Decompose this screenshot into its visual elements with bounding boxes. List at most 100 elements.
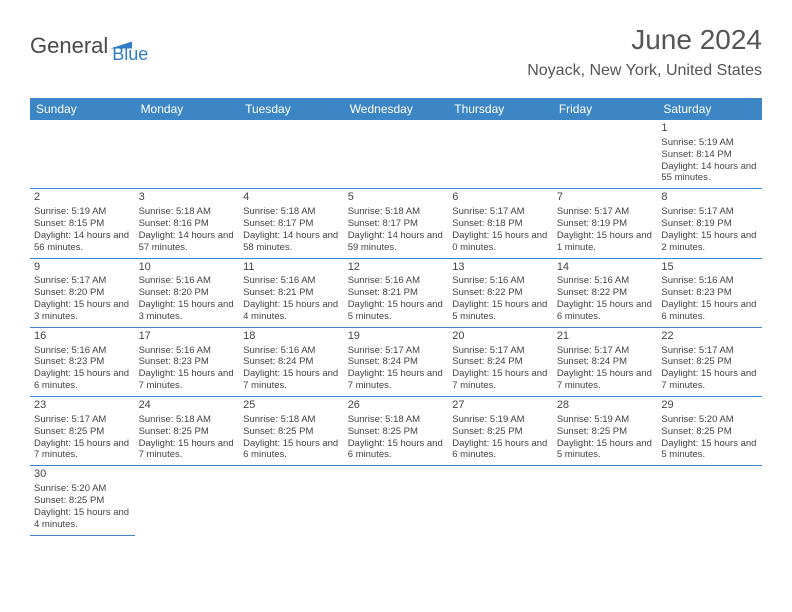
sunrise-text: Sunrise: 5:19 AM xyxy=(452,414,549,426)
daylight-text: Daylight: 15 hours and 5 minutes. xyxy=(452,299,549,323)
daylight-text: Daylight: 15 hours and 4 minutes. xyxy=(34,507,131,531)
sunset-text: Sunset: 8:24 PM xyxy=(557,356,654,368)
sunset-text: Sunset: 8:25 PM xyxy=(661,426,758,438)
sunrise-text: Sunrise: 5:17 AM xyxy=(348,345,445,357)
daylight-text: Daylight: 15 hours and 6 minutes. xyxy=(661,299,758,323)
calendar-cell-empty xyxy=(135,120,240,189)
sunset-text: Sunset: 8:25 PM xyxy=(452,426,549,438)
day-number: 15 xyxy=(661,261,758,275)
day-number: 22 xyxy=(661,330,758,344)
sunset-text: Sunset: 8:24 PM xyxy=(243,356,340,368)
day-number: 27 xyxy=(452,399,549,413)
calendar-cell: 15Sunrise: 5:16 AMSunset: 8:23 PMDayligh… xyxy=(657,258,762,327)
day-number: 16 xyxy=(34,330,131,344)
daylight-text: Daylight: 15 hours and 5 minutes. xyxy=(557,438,654,462)
calendar-table: Sunday Monday Tuesday Wednesday Thursday… xyxy=(30,98,762,536)
sunrise-text: Sunrise: 5:17 AM xyxy=(661,345,758,357)
day-number: 30 xyxy=(34,468,131,482)
sunrise-text: Sunrise: 5:17 AM xyxy=(661,206,758,218)
sunset-text: Sunset: 8:24 PM xyxy=(452,356,549,368)
sunset-text: Sunset: 8:25 PM xyxy=(661,356,758,368)
day-number: 20 xyxy=(452,330,549,344)
daylight-text: Daylight: 15 hours and 7 minutes. xyxy=(139,438,236,462)
calendar-cell: 19Sunrise: 5:17 AMSunset: 8:24 PMDayligh… xyxy=(344,327,449,396)
day-number: 24 xyxy=(139,399,236,413)
sunset-text: Sunset: 8:19 PM xyxy=(661,218,758,230)
sunrise-text: Sunrise: 5:16 AM xyxy=(243,275,340,287)
calendar-cell-empty xyxy=(344,120,449,189)
sunrise-text: Sunrise: 5:16 AM xyxy=(139,345,236,357)
sunset-text: Sunset: 8:22 PM xyxy=(452,287,549,299)
calendar-row: 23Sunrise: 5:17 AMSunset: 8:25 PMDayligh… xyxy=(30,397,762,466)
sunset-text: Sunset: 8:21 PM xyxy=(348,287,445,299)
calendar-row: 9Sunrise: 5:17 AMSunset: 8:20 PMDaylight… xyxy=(30,258,762,327)
daylight-text: Daylight: 15 hours and 6 minutes. xyxy=(452,438,549,462)
sunset-text: Sunset: 8:23 PM xyxy=(661,287,758,299)
daylight-text: Daylight: 15 hours and 1 minute. xyxy=(557,230,654,254)
daylight-text: Daylight: 15 hours and 7 minutes. xyxy=(348,368,445,392)
daylight-text: Daylight: 15 hours and 6 minutes. xyxy=(34,368,131,392)
calendar-cell-empty xyxy=(344,466,449,535)
day-number: 5 xyxy=(348,191,445,205)
sunrise-text: Sunrise: 5:16 AM xyxy=(139,275,236,287)
logo: General Blue xyxy=(30,26,148,65)
day-number: 9 xyxy=(34,261,131,275)
sunrise-text: Sunrise: 5:17 AM xyxy=(34,414,131,426)
day-number: 11 xyxy=(243,261,340,275)
calendar-cell-empty xyxy=(657,466,762,535)
daylight-text: Daylight: 15 hours and 7 minutes. xyxy=(557,368,654,392)
day-number: 18 xyxy=(243,330,340,344)
calendar-cell: 27Sunrise: 5:19 AMSunset: 8:25 PMDayligh… xyxy=(448,397,553,466)
sunset-text: Sunset: 8:21 PM xyxy=(243,287,340,299)
calendar-cell-empty xyxy=(448,466,553,535)
calendar-cell: 16Sunrise: 5:16 AMSunset: 8:23 PMDayligh… xyxy=(30,327,135,396)
day-number: 17 xyxy=(139,330,236,344)
day-number: 10 xyxy=(139,261,236,275)
weekday-header: Sunday xyxy=(30,98,135,120)
daylight-text: Daylight: 15 hours and 6 minutes. xyxy=(243,438,340,462)
sunrise-text: Sunrise: 5:17 AM xyxy=(557,206,654,218)
calendar-cell-empty xyxy=(553,466,658,535)
sunset-text: Sunset: 8:14 PM xyxy=(661,149,758,161)
weekday-header: Tuesday xyxy=(239,98,344,120)
daylight-text: Daylight: 15 hours and 7 minutes. xyxy=(139,368,236,392)
calendar-cell: 18Sunrise: 5:16 AMSunset: 8:24 PMDayligh… xyxy=(239,327,344,396)
sunset-text: Sunset: 8:16 PM xyxy=(139,218,236,230)
calendar-cell-empty xyxy=(448,120,553,189)
calendar-cell: 10Sunrise: 5:16 AMSunset: 8:20 PMDayligh… xyxy=(135,258,240,327)
daylight-text: Daylight: 14 hours and 55 minutes. xyxy=(661,161,758,185)
sunset-text: Sunset: 8:17 PM xyxy=(348,218,445,230)
sunset-text: Sunset: 8:25 PM xyxy=(243,426,340,438)
sunrise-text: Sunrise: 5:16 AM xyxy=(557,275,654,287)
calendar-cell: 5Sunrise: 5:18 AMSunset: 8:17 PMDaylight… xyxy=(344,189,449,258)
sunset-text: Sunset: 8:25 PM xyxy=(34,495,131,507)
sunset-text: Sunset: 8:23 PM xyxy=(139,356,236,368)
day-number: 23 xyxy=(34,399,131,413)
calendar-cell: 13Sunrise: 5:16 AMSunset: 8:22 PMDayligh… xyxy=(448,258,553,327)
sunrise-text: Sunrise: 5:20 AM xyxy=(661,414,758,426)
calendar-cell-empty xyxy=(553,120,658,189)
calendar-header-row: Sunday Monday Tuesday Wednesday Thursday… xyxy=(30,98,762,120)
day-number: 13 xyxy=(452,261,549,275)
sunrise-text: Sunrise: 5:18 AM xyxy=(139,414,236,426)
calendar-body: 1Sunrise: 5:19 AMSunset: 8:14 PMDaylight… xyxy=(30,120,762,535)
daylight-text: Daylight: 14 hours and 56 minutes. xyxy=(34,230,131,254)
sunrise-text: Sunrise: 5:17 AM xyxy=(34,275,131,287)
day-number: 28 xyxy=(557,399,654,413)
day-number: 12 xyxy=(348,261,445,275)
sunset-text: Sunset: 8:22 PM xyxy=(557,287,654,299)
daylight-text: Daylight: 15 hours and 6 minutes. xyxy=(348,438,445,462)
sunset-text: Sunset: 8:19 PM xyxy=(557,218,654,230)
calendar-cell: 14Sunrise: 5:16 AMSunset: 8:22 PMDayligh… xyxy=(553,258,658,327)
day-number: 26 xyxy=(348,399,445,413)
daylight-text: Daylight: 14 hours and 58 minutes. xyxy=(243,230,340,254)
sunrise-text: Sunrise: 5:16 AM xyxy=(34,345,131,357)
calendar-cell: 12Sunrise: 5:16 AMSunset: 8:21 PMDayligh… xyxy=(344,258,449,327)
calendar-cell-empty xyxy=(30,120,135,189)
day-number: 8 xyxy=(661,191,758,205)
day-number: 21 xyxy=(557,330,654,344)
daylight-text: Daylight: 15 hours and 5 minutes. xyxy=(348,299,445,323)
daylight-text: Daylight: 15 hours and 7 minutes. xyxy=(661,368,758,392)
day-number: 29 xyxy=(661,399,758,413)
sunset-text: Sunset: 8:25 PM xyxy=(34,426,131,438)
